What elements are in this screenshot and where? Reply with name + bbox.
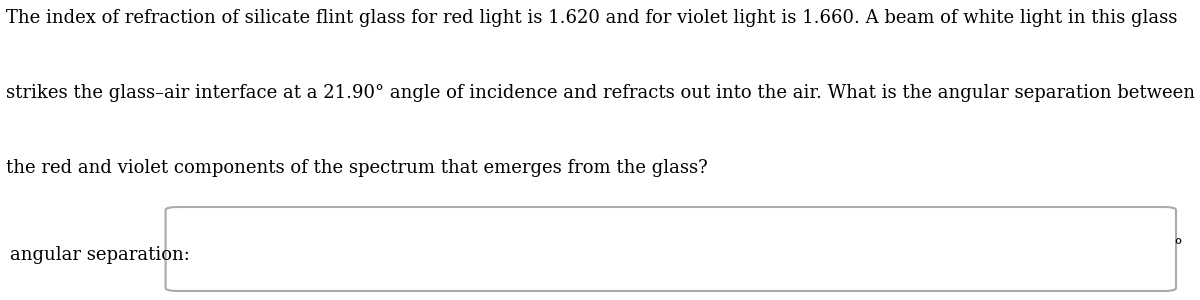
Text: °: ° bbox=[1174, 238, 1183, 256]
Text: strikes the glass–air interface at a 21.90° angle of incidence and refracts out : strikes the glass–air interface at a 21.… bbox=[6, 84, 1195, 102]
FancyBboxPatch shape bbox=[166, 207, 1176, 291]
Text: the red and violet components of the spectrum that emerges from the glass?: the red and violet components of the spe… bbox=[6, 159, 708, 177]
Text: angular separation:: angular separation: bbox=[10, 246, 190, 264]
Text: The index of refraction of silicate flint glass for red light is 1.620 and for v: The index of refraction of silicate flin… bbox=[6, 9, 1177, 27]
